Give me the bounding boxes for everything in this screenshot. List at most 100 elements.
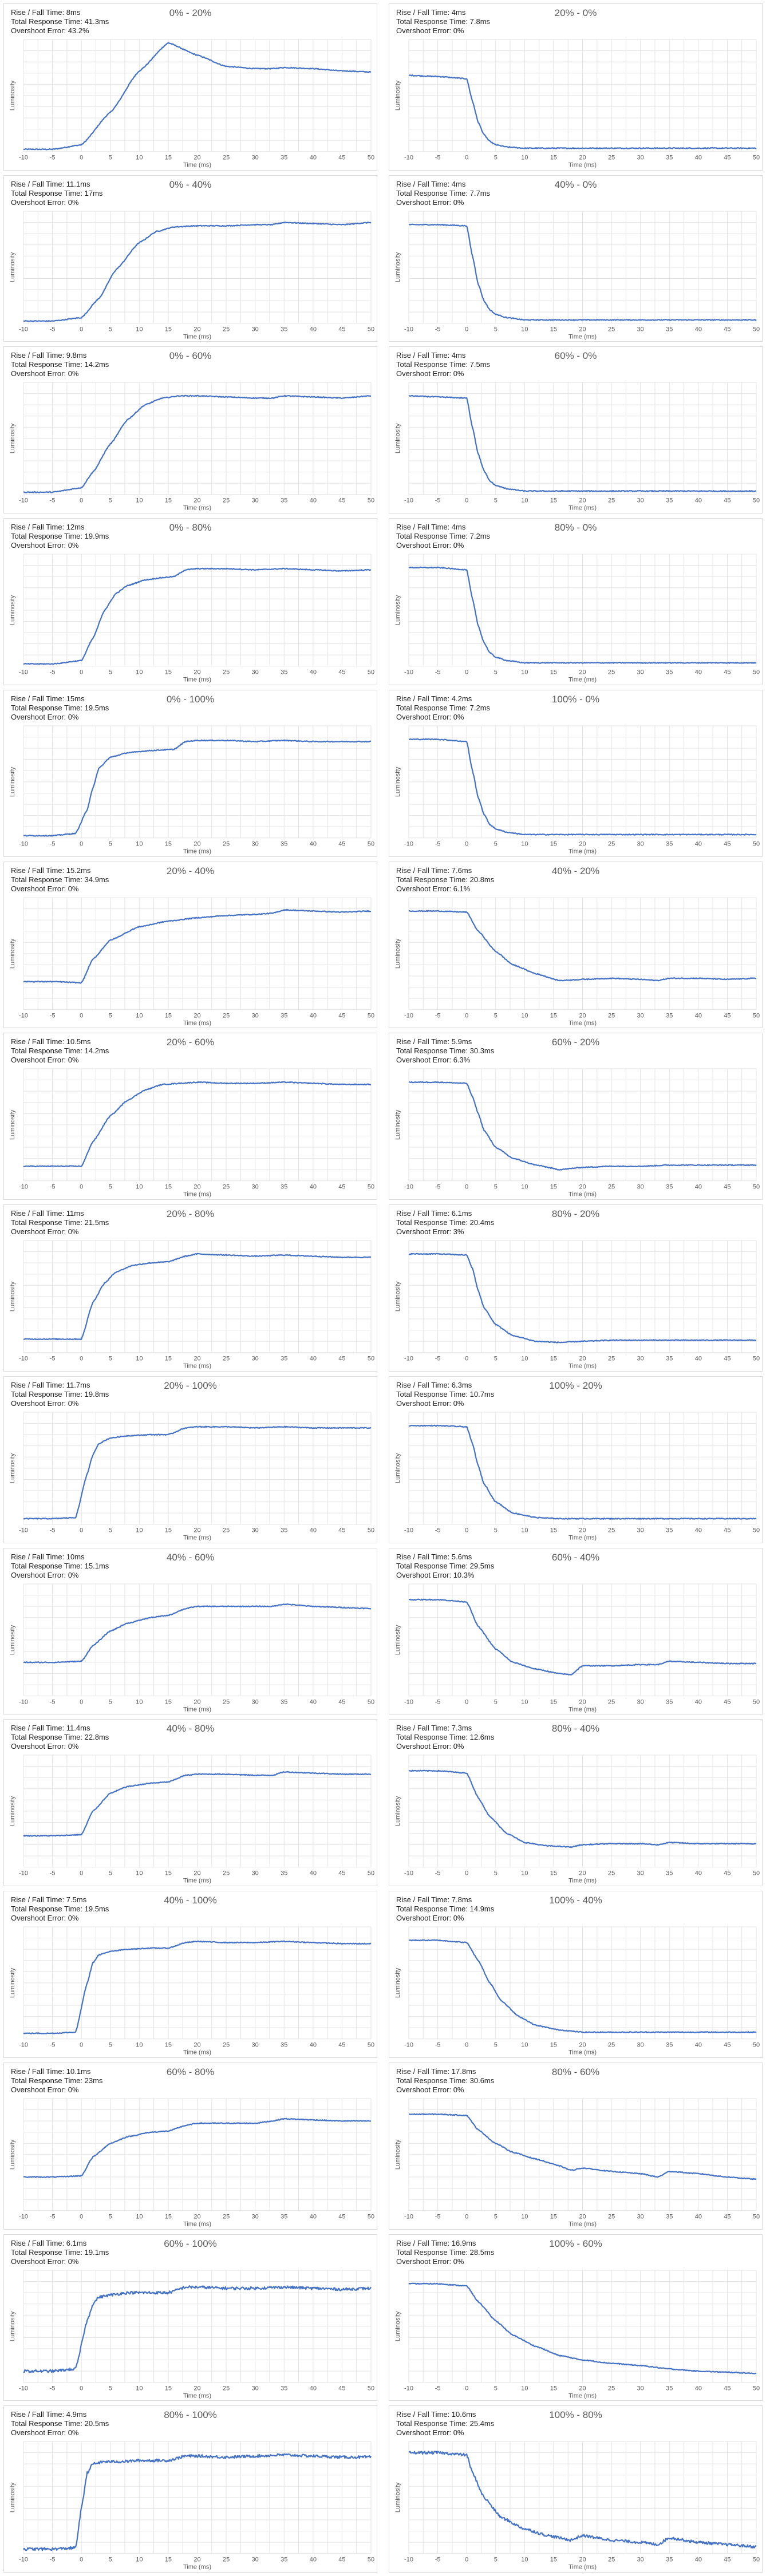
x-tick-label: 25: [223, 2042, 230, 2049]
x-tick-label: 20: [194, 841, 200, 848]
x-tick-label: 35: [281, 1012, 287, 1019]
stat-line: Total Response Time: 19.5ms: [11, 1905, 109, 1914]
luminosity-series-line: [23, 395, 371, 494]
y-axis-label: Luminosity: [394, 1625, 401, 1655]
gridlines: [408, 2098, 757, 2211]
chart-panel-40-to-60: -10 -5 0 5 10 15 20 25 30 35 40 45 50 Time (ms) Lumino…: [3, 1547, 377, 1715]
response-stats: Rise / Fall Time: 4ms Total Response Time…: [396, 351, 490, 378]
x-tick-label: 20: [194, 1870, 200, 1877]
x-tick-label: 15: [550, 155, 557, 161]
x-tick-label: 25: [608, 1698, 615, 1705]
x-tick-label: 45: [338, 2042, 345, 2049]
chart-panel-100-to-0: -10 -5 0 5 10 15 20 25 30 35 40 45 50 Time (ms) Lumino…: [389, 689, 763, 857]
luminosity-series-line: [408, 74, 757, 149]
x-axis-label: Time (ms): [183, 2221, 211, 2228]
chart-svg: -10 -5 0 5 10 15 20 25 30 35 40 45 50 Time (ms) Lumino…: [9, 382, 374, 512]
chart-svg: -10 -5 0 5 10 15 20 25 30 35 40 45 50 Time (ms) Lumino…: [394, 2098, 760, 2228]
x-tick-label: -5: [50, 1184, 56, 1191]
x-tick-label: 5: [109, 1870, 112, 1877]
x-axis-label: Time (ms): [568, 1535, 597, 1542]
x-tick-label: 30: [637, 1012, 644, 1019]
stat-line: Overshoot Error: 0%: [396, 197, 464, 207]
stat-line: Total Response Time: 15.1ms: [11, 1561, 109, 1570]
x-tick-label: -5: [50, 2214, 56, 2221]
stat-line: Overshoot Error: 3%: [396, 1227, 464, 1236]
x-tick-label: 0: [80, 1870, 83, 1877]
x-tick-label: 0: [80, 1184, 83, 1191]
x-tick-label: 10: [136, 2385, 143, 2392]
chart-svg: -10 -5 0 5 10 15 20 25 30 35 40 45 50 Time (ms) Lumino…: [9, 725, 374, 855]
x-axis-label: Time (ms): [183, 1191, 211, 1198]
x-tick-label: 5: [109, 841, 112, 848]
x-tick-label: -10: [19, 1870, 28, 1877]
x-tick-label: 40: [695, 1698, 702, 1705]
stat-line: Rise / Fall Time: 11ms: [11, 1209, 84, 1218]
chart-title: 0% - 100%: [166, 693, 215, 705]
chart-title: 100% - 60%: [549, 2238, 602, 2249]
x-tick-label: 15: [165, 669, 172, 676]
x-tick-label: 5: [494, 1870, 497, 1877]
x-tick-label: 15: [550, 2214, 557, 2221]
gridlines: [408, 2270, 757, 2383]
x-tick-label: 15: [165, 841, 172, 848]
x-tick-label: 35: [666, 2214, 673, 2221]
response-stats: Rise / Fall Time: 6.1ms Total Response Ti…: [396, 1209, 494, 1236]
gridlines: [408, 554, 757, 667]
x-axis-label: Time (ms): [183, 1706, 211, 1713]
chart-panel-0-to-60: -10 -5 0 5 10 15 20 25 30 35 40 45 50 Time (ms) Lumino…: [3, 346, 377, 514]
x-tick-label: 5: [494, 497, 497, 504]
x-tick-label: 25: [223, 1527, 230, 1534]
y-axis-label: Luminosity: [394, 2311, 401, 2341]
stat-line: Rise / Fall Time: 16.9ms: [396, 2238, 476, 2247]
x-tick-label: 45: [724, 2385, 731, 2392]
x-axis-label: Time (ms): [183, 333, 211, 340]
x-tick-label: -5: [435, 497, 441, 504]
stat-line: Rise / Fall Time: 7.5ms: [11, 1895, 87, 1905]
x-tick-label: 5: [109, 2385, 112, 2392]
response-stats: Rise / Fall Time: 10ms Total Response Tim…: [11, 1552, 109, 1580]
x-axis-label: Time (ms): [183, 1363, 211, 1370]
chart-panel-60-to-40: -10 -5 0 5 10 15 20 25 30 35 40 45 50 Time (ms) Lumino…: [389, 1547, 763, 1715]
x-tick-label: 15: [550, 497, 557, 504]
luminosity-series-line: [408, 738, 757, 836]
gridlines: [23, 2098, 372, 2211]
x-tick-label: 10: [136, 841, 143, 848]
x-tick-label: 5: [494, 1012, 497, 1019]
response-stats: Rise / Fall Time: 12ms Total Response Tim…: [11, 523, 109, 550]
x-tick-label: 40: [695, 2557, 702, 2563]
stat-line: Rise / Fall Time: 4.9ms: [11, 2410, 87, 2419]
response-stats: Rise / Fall Time: 15.2ms Total Response T…: [11, 866, 109, 894]
x-tick-label: 10: [521, 326, 528, 333]
x-tick-label: 10: [521, 497, 528, 504]
response-stats: Rise / Fall Time: 6.1ms Total Response Ti…: [11, 2239, 109, 2266]
y-axis-label: Luminosity: [394, 595, 401, 625]
y-axis-label: Luminosity: [394, 2482, 401, 2512]
x-tick-label: 40: [695, 841, 702, 848]
luminosity-series-line: [408, 2282, 757, 2374]
x-tick-label: 35: [666, 2557, 673, 2563]
luminosity-series-line: [23, 1603, 372, 1664]
x-tick-label: -5: [50, 1012, 56, 1019]
x-tick-label: -5: [435, 1356, 441, 1362]
x-tick-label: 10: [136, 2214, 143, 2221]
x-tick-label: 30: [252, 2557, 259, 2563]
luminosity-series-line: [23, 1081, 372, 1168]
x-tick-label: 5: [494, 1527, 497, 1534]
x-tick-label: 30: [252, 1184, 259, 1191]
x-tick-label: 0: [465, 1527, 468, 1534]
x-tick-label: 35: [281, 1870, 287, 1877]
y-axis-label: Luminosity: [394, 1109, 401, 1140]
x-tick-label: 0: [465, 2214, 468, 2221]
y-axis-label: Luminosity: [394, 424, 401, 454]
x-tick-label: 25: [608, 2042, 615, 2049]
x-tick-label: -10: [404, 1527, 413, 1534]
x-tick-label: -10: [19, 1356, 28, 1362]
x-tick-label: 15: [165, 2385, 172, 2392]
x-tick-label: 0: [465, 2385, 468, 2392]
stat-line: Overshoot Error: 0%: [11, 1914, 79, 1923]
x-tick-label: 45: [338, 1184, 345, 1191]
x-tick-label: 10: [136, 1356, 143, 1362]
x-tick-label: 0: [465, 497, 468, 504]
x-tick-label: 25: [608, 1870, 615, 1877]
x-tick-label: 20: [194, 155, 200, 161]
